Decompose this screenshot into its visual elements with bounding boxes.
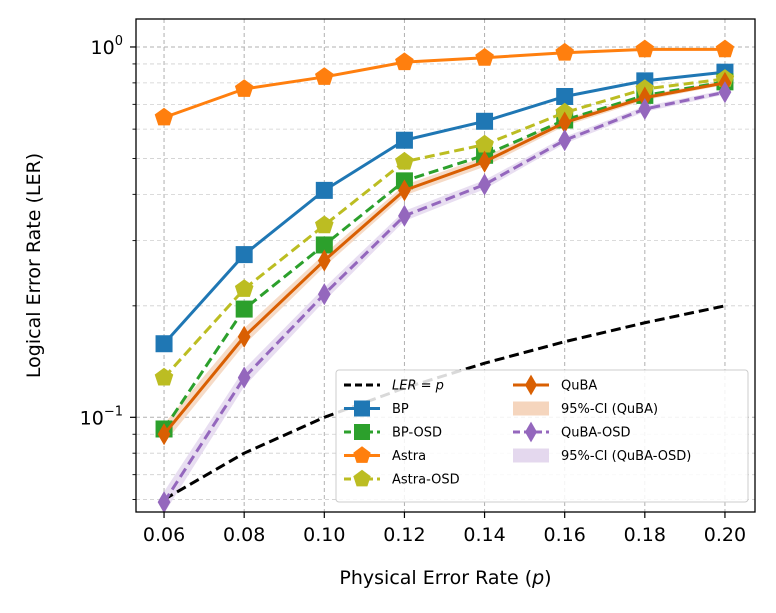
data-point-diamond [718, 81, 732, 104]
data-point-diamond [157, 423, 171, 446]
legend-label-eq: = [417, 379, 436, 394]
x-tick-label: 0.08 [223, 524, 265, 546]
data-point-pentagon [234, 279, 254, 297]
series-line [162, 70, 726, 345]
data-point-diamond [237, 366, 251, 389]
legend-label: QuBA-OSD [561, 426, 631, 441]
data-point-square [354, 424, 370, 440]
series-quba-osd [157, 81, 732, 514]
data-point-diamond [558, 111, 572, 134]
data-point-pentagon [395, 52, 414, 71]
data-point-diamond [558, 129, 572, 152]
data-point-diamond [525, 374, 537, 396]
legend-label: 95%-CI (QuBA-OSD) [561, 449, 691, 464]
data-point-pentagon [635, 39, 655, 58]
data-point-pentagon [555, 42, 574, 61]
data-point-diamond [317, 283, 331, 306]
legend-item: Astra [344, 446, 426, 464]
data-point-pentagon [154, 107, 174, 126]
data-point-diamond [317, 249, 331, 272]
legend-item: BP-OSD [344, 424, 442, 441]
data-point-square [235, 300, 253, 318]
legend: LER = p BP BP-OSD Astra Astra-OSD QuBA 95%-CI … [335, 369, 749, 503]
series-quba [157, 71, 732, 446]
x-tick-label: 0.06 [143, 524, 185, 546]
series-line [162, 80, 726, 430]
data-point-diamond [525, 421, 537, 443]
series-line [162, 90, 726, 503]
legend-label: LER = p [392, 379, 444, 394]
data-point-pentagon [315, 67, 334, 85]
series-astra [154, 39, 735, 126]
data-point-diamond [638, 86, 652, 109]
data-point-diamond [398, 204, 411, 227]
data-point-square [315, 181, 333, 199]
legend-label: BP [392, 402, 409, 417]
data-point-square [476, 112, 494, 130]
y-tick-base: 10 [80, 407, 104, 429]
legend-item: 95%-CI (QuBA-OSD) [513, 448, 691, 464]
x-tick-label: 0.16 [544, 524, 586, 546]
y-tick-label: 100 [91, 34, 123, 59]
data-point-diamond [398, 179, 411, 202]
legend-item: 95%-CI (QuBA) [513, 401, 658, 417]
data-point-diamond [237, 325, 251, 348]
legend-box [335, 369, 749, 503]
legend-label: Astra-OSD [392, 473, 460, 488]
x-tick-label: 0.14 [463, 524, 505, 546]
y-tick-exponent: 0 [115, 34, 123, 49]
data-point-pentagon [315, 215, 334, 234]
y-tick-label: 10−1 [80, 404, 123, 429]
legend-label: 95%-CI (QuBA) [561, 402, 658, 417]
x-axis-label: Physical Error Rate (p) [339, 567, 551, 589]
x-tick-label: 0.12 [383, 524, 425, 546]
data-point-pentagon [353, 446, 371, 463]
data-point-diamond [478, 150, 491, 173]
data-point-square [395, 131, 413, 149]
y-tick-exponent: −1 [104, 404, 123, 419]
x-tick-label: 0.10 [303, 524, 345, 546]
series-line [162, 81, 726, 436]
legend-label: BP-OSD [392, 426, 442, 441]
data-point-pentagon [353, 469, 371, 487]
data-point-square [235, 246, 253, 264]
series-line [163, 47, 725, 119]
legend-swatch [513, 448, 549, 463]
legend-item: QuBA-OSD [513, 421, 631, 443]
legend-label: Astra [392, 449, 426, 464]
series-bp [155, 63, 734, 353]
legend-item: QuBA [513, 374, 597, 396]
y-axis-label: Logical Error Rate (LER) [23, 153, 45, 378]
legend-item: LER = p [344, 379, 444, 394]
legend-item: BP [344, 400, 409, 417]
data-point-diamond [157, 491, 171, 514]
legend-label: QuBA [561, 379, 597, 394]
data-point-pentagon [234, 79, 254, 97]
data-point-square [354, 400, 370, 417]
legend-label-var: p [435, 379, 444, 394]
legend-label-var: LER [392, 379, 417, 394]
x-tick-label: 0.20 [704, 524, 746, 546]
plot-frame [135, 18, 756, 513]
legend-swatch [513, 401, 549, 416]
series-lines [154, 39, 735, 514]
data-point-pentagon [475, 134, 494, 153]
data-point-square [556, 87, 574, 105]
x-tick-label: 0.18 [624, 524, 666, 546]
y-tick-base: 10 [91, 37, 115, 59]
data-point-pentagon [475, 48, 494, 66]
data-point-pentagon [395, 151, 414, 170]
legend-item: Astra-OSD [344, 469, 460, 488]
data-point-square [315, 236, 333, 254]
data-point-diamond [638, 97, 652, 121]
series-line [162, 77, 726, 379]
data-point-pentagon [154, 367, 174, 386]
data-point-pentagon [715, 39, 735, 58]
data-point-diamond [478, 173, 491, 196]
data-point-square [155, 335, 173, 353]
